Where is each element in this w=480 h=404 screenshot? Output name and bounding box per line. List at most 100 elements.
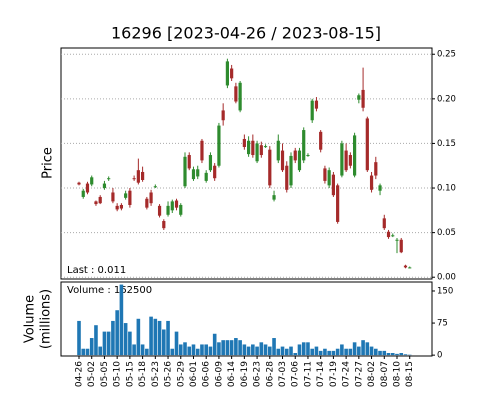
candle-body <box>378 185 381 190</box>
candle-body <box>285 166 288 190</box>
candle-body <box>319 132 322 150</box>
volume-bar <box>349 349 353 355</box>
volume-bar <box>395 354 399 355</box>
candle-body <box>395 240 398 241</box>
volume-bar <box>251 344 255 355</box>
volume-bar <box>260 342 264 355</box>
candle-body <box>205 173 208 181</box>
x-tick-label: 08-10 <box>393 361 403 387</box>
x-tick-label: 06-28 <box>265 361 275 387</box>
volume-annotation: Volume : 162500 <box>67 285 152 296</box>
volume-bar <box>166 321 170 355</box>
volume-bar <box>319 351 323 355</box>
x-tick-label: 07-14 <box>316 361 326 387</box>
candle-body <box>332 175 335 196</box>
volume-bar <box>103 332 107 356</box>
candle-body <box>234 86 237 101</box>
volume-bar <box>145 349 149 355</box>
volume-bar <box>399 353 403 355</box>
candle-body <box>209 155 212 170</box>
x-tick-label: 07-24 <box>342 361 352 387</box>
volume-bar <box>374 349 378 355</box>
volume-bar <box>196 349 200 355</box>
candle-body <box>141 172 144 180</box>
price-ylabel: Price <box>41 147 56 179</box>
candle-body <box>400 240 403 252</box>
x-tick-label: 04-26 <box>75 361 85 387</box>
volume-bar <box>357 347 361 356</box>
y-tick-label: 0.15 <box>437 139 456 149</box>
volume-bar <box>370 347 374 356</box>
candle-body <box>366 118 369 170</box>
volume-bar <box>353 342 357 355</box>
candle-body <box>277 141 280 161</box>
candle-body <box>188 155 191 168</box>
candle-body <box>383 218 386 228</box>
volume-bar <box>298 344 302 355</box>
volume-bar <box>289 347 293 356</box>
candle-body <box>239 83 242 111</box>
y-tick-label: 75 <box>437 319 448 329</box>
volume-bar <box>154 319 158 355</box>
y-tick-label: 0.25 <box>437 50 456 60</box>
volume-bar <box>98 347 102 356</box>
volume-bar <box>387 353 391 355</box>
candle-body <box>166 206 169 215</box>
volume-bar <box>175 332 179 356</box>
volume-bar <box>264 344 268 355</box>
candle-body <box>264 146 267 147</box>
volume-bar <box>243 344 247 355</box>
volume-bar <box>315 347 319 356</box>
candle-body <box>196 169 199 176</box>
volume-bar <box>200 344 204 355</box>
candle-body <box>179 205 182 215</box>
candle-body <box>90 177 93 184</box>
chart-title: 16296 [2023-04-26 / 2023-08-15] <box>111 24 381 43</box>
candle-body <box>387 232 390 237</box>
candle-body <box>107 178 110 179</box>
volume-bar <box>179 344 183 355</box>
volume-bar <box>306 342 310 355</box>
candle-body <box>404 266 407 268</box>
candle-body <box>183 157 186 186</box>
volume-bar <box>213 334 217 355</box>
candle-body <box>408 267 411 268</box>
volume-bar <box>255 347 259 356</box>
volume-bar <box>137 319 141 355</box>
candle-body <box>353 135 356 175</box>
volume-bar <box>81 349 85 355</box>
volume-bar <box>272 338 276 355</box>
candle-body <box>302 130 305 160</box>
x-tick-label: 05-05 <box>100 361 110 387</box>
candle-body <box>171 201 174 210</box>
candle-body <box>268 150 271 186</box>
candle-body <box>120 205 123 209</box>
volume-bar <box>268 347 272 356</box>
candle-body <box>230 69 233 79</box>
candle-body <box>260 145 263 155</box>
candle-body <box>145 199 148 208</box>
volume-bar <box>124 323 128 355</box>
volume-bar <box>361 340 365 355</box>
candle-body <box>213 166 216 178</box>
volume-bar <box>221 340 225 355</box>
x-tick-label: 05-29 <box>176 361 186 387</box>
volume-bar <box>90 338 94 355</box>
x-tick-label: 05-10 <box>113 361 123 387</box>
volume-bar <box>238 340 242 355</box>
candle-body <box>222 110 225 120</box>
candle-body <box>82 191 85 197</box>
y-tick-label: 0.00 <box>437 273 456 283</box>
volume-bar <box>162 329 166 355</box>
volume-bar <box>128 332 132 356</box>
candle-body <box>294 151 297 161</box>
volume-bar <box>281 347 285 356</box>
candle-body <box>349 155 352 166</box>
candle-body <box>361 90 364 108</box>
candle-body <box>154 186 157 187</box>
candle-body <box>94 201 97 204</box>
volume-bar <box>217 342 221 355</box>
volume-bar <box>404 354 408 355</box>
volume-bar <box>336 349 340 355</box>
x-tick-label: 07-03 <box>278 361 288 387</box>
